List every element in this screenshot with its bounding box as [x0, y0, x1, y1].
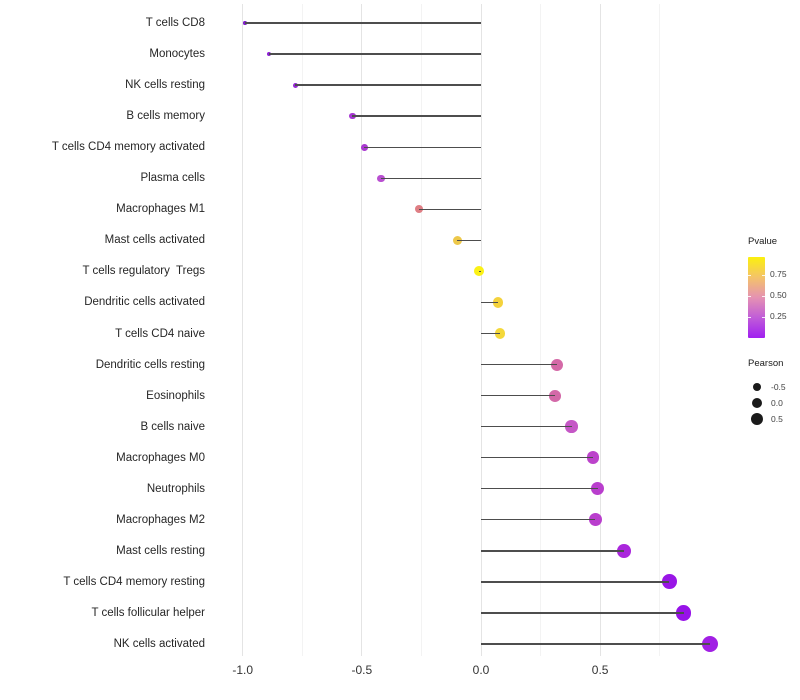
gridline-major — [361, 4, 363, 656]
pvalue-legend-title: Pvalue — [748, 236, 778, 247]
y-axis-label: T cells regulatory Tregs — [82, 265, 205, 278]
y-axis-label: NK cells resting — [125, 79, 205, 92]
lollipop-stick — [268, 53, 481, 55]
lollipop-stick — [481, 612, 684, 614]
data-point — [588, 513, 602, 527]
data-point — [548, 389, 561, 402]
pearson-legend-title: Pearson — [748, 358, 784, 369]
pearson-size-dot — [750, 412, 764, 426]
lollipop-stick — [364, 146, 481, 148]
y-axis-label: T cells CD4 memory resting — [63, 575, 205, 588]
lollipop-stick — [481, 581, 670, 583]
y-axis-label: Eosinophils — [146, 389, 205, 402]
lollipop-stick — [481, 363, 558, 366]
data-point — [349, 112, 356, 120]
pvalue-colorbar — [748, 257, 765, 338]
pearson-size-label: -0.5 — [771, 381, 786, 392]
pvalue-tick-mark — [762, 316, 765, 318]
lollipop-stick — [481, 519, 596, 521]
pearson-size-label: 0.0 — [771, 397, 783, 408]
pvalue-tick-mark — [762, 295, 765, 297]
y-axis-label: T cells follicular helper — [91, 606, 205, 619]
y-axis-label: Macrophages M1 — [116, 203, 205, 216]
y-axis-label: B cells naive — [140, 420, 205, 433]
y-axis-label: Macrophages M0 — [116, 451, 205, 464]
gridline-major — [599, 4, 601, 656]
lollipop-stick — [481, 394, 555, 397]
y-axis-label: T cells CD4 memory activated — [51, 141, 205, 154]
data-point — [661, 574, 677, 590]
lollipop-stick — [478, 270, 481, 273]
pvalue-tick-label: 0.25 — [770, 311, 787, 322]
x-axis-tick-label: 0.5 — [591, 663, 609, 677]
gridline-minor — [540, 4, 542, 656]
lollipop-stick — [245, 22, 481, 24]
lollipop-stick — [481, 301, 498, 304]
lollipop-stick — [481, 425, 572, 428]
y-axis-label: Dendritic cells activated — [84, 296, 205, 309]
pvalue-tick-mark — [762, 274, 765, 276]
pvalue-tick-mark — [748, 295, 751, 297]
y-axis-label: Macrophages M2 — [116, 513, 205, 526]
y-axis-label: Monocytes — [149, 48, 205, 61]
data-point — [473, 266, 484, 277]
y-axis-label: B cells memory — [126, 110, 205, 123]
pearson-size-dot — [751, 397, 763, 409]
y-axis-label: Neutrophils — [146, 482, 205, 495]
lollipop-stick — [295, 84, 481, 86]
y-axis-label: NK cells activated — [113, 638, 205, 650]
lollipop-stick — [481, 457, 593, 459]
data-point — [266, 51, 272, 57]
lollipop-stick — [419, 208, 481, 210]
gridline-minor — [420, 4, 422, 656]
y-axis-label: Mast cells resting — [116, 544, 205, 557]
pearson-size-label: 0.5 — [771, 413, 783, 424]
y-axis-label: T cells CD4 naive — [115, 327, 205, 340]
lollipop-stick — [380, 177, 481, 179]
data-point — [701, 636, 718, 652]
gridline-major — [242, 4, 244, 656]
data-point — [414, 205, 424, 214]
lollipop-stick — [481, 643, 710, 645]
x-axis-tick-label: 0.0 — [472, 663, 490, 677]
x-axis-tick-label: -1.0 — [232, 663, 254, 677]
pearson-size-dot — [752, 382, 762, 392]
gridline-minor — [301, 4, 303, 656]
gridline-major — [480, 4, 482, 656]
lollipop-stick — [352, 115, 481, 117]
pvalue-tick-mark — [748, 316, 751, 318]
gridline-minor — [659, 4, 661, 656]
data-point — [292, 82, 298, 88]
pvalue-tick-label: 0.75 — [770, 269, 787, 280]
data-point — [360, 143, 368, 151]
x-axis-tick-label: -0.5 — [351, 663, 373, 677]
lollipop-stick — [481, 332, 501, 335]
y-axis-label: Dendritic cells resting — [95, 358, 205, 371]
lollipop-stick — [457, 239, 481, 242]
lollipop-stick — [481, 550, 624, 552]
pvalue-tick-mark — [748, 274, 751, 276]
pvalue-tick-label: 0.50 — [770, 290, 787, 301]
lollipop-stick — [481, 488, 598, 490]
y-axis-label: Mast cells activated — [104, 234, 205, 247]
y-axis-label: Plasma cells — [140, 172, 205, 185]
y-axis-label: T cells CD8 — [145, 17, 205, 29]
